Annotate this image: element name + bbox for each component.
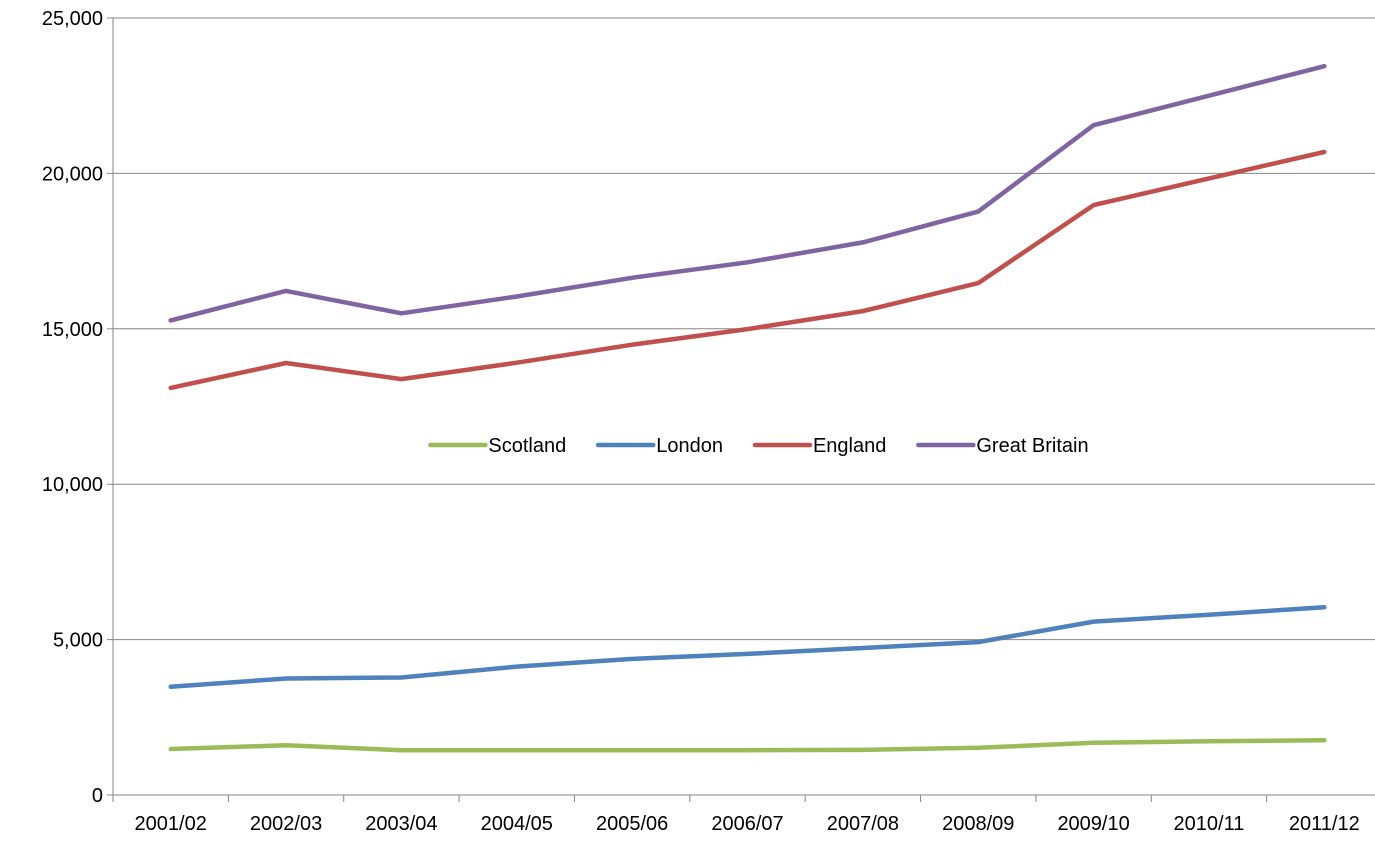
legend-label-great-britain: Great Britain (976, 435, 1088, 457)
x-tick-label-2004-05: 2004/05 (481, 813, 553, 835)
y-tick-label: 5,000 (53, 630, 103, 652)
x-tick-label-2010-11: 2010/11 (1174, 813, 1245, 835)
legend-label-england: England (813, 435, 886, 457)
y-tick-label: 0 (92, 785, 103, 807)
series-line-scotland (168, 738, 1327, 753)
legend-item-england: England (752, 435, 886, 457)
legend: Scotland London England Great Britain (428, 435, 1089, 457)
x-tick-label-2005-06: 2005/06 (596, 813, 668, 835)
legend-item-scotland: Scotland (428, 435, 566, 457)
series-line-great-britain (168, 63, 1327, 323)
x-tick-label-2007-08: 2007/08 (827, 813, 899, 835)
y-tick-label: 15,000 (42, 319, 103, 341)
x-tick-label-2001-02: 2001/02 (135, 813, 207, 835)
legend-label-london: London (656, 435, 723, 457)
x-tick-label-2011-12: 2011/12 (1289, 813, 1360, 835)
series-line-england (168, 149, 1327, 391)
y-tick-label: 20,000 (42, 163, 103, 185)
legend-label-scotland: Scotland (488, 435, 566, 457)
series-line-london (168, 605, 1327, 690)
x-tick-label-2002-03: 2002/03 (250, 813, 322, 835)
x-tick-label-2008-09: 2008/09 (942, 813, 1014, 835)
x-tick-label-2009-10: 2009/10 (1057, 813, 1129, 835)
y-tick-label: 25,000 (42, 8, 103, 30)
series-lines (168, 63, 1327, 753)
y-tick-label: 10,000 (42, 474, 103, 496)
x-tick-label-2003-04: 2003/04 (365, 813, 437, 835)
legend-item-great-britain: Great Britain (916, 435, 1089, 457)
legend-item-london: London (595, 435, 723, 457)
x-tick-label-2006-07: 2006/07 (711, 813, 783, 835)
axes: 0 5,000 10,000 15,000 20,000 25,000 2001/02 200… (42, 8, 1375, 835)
